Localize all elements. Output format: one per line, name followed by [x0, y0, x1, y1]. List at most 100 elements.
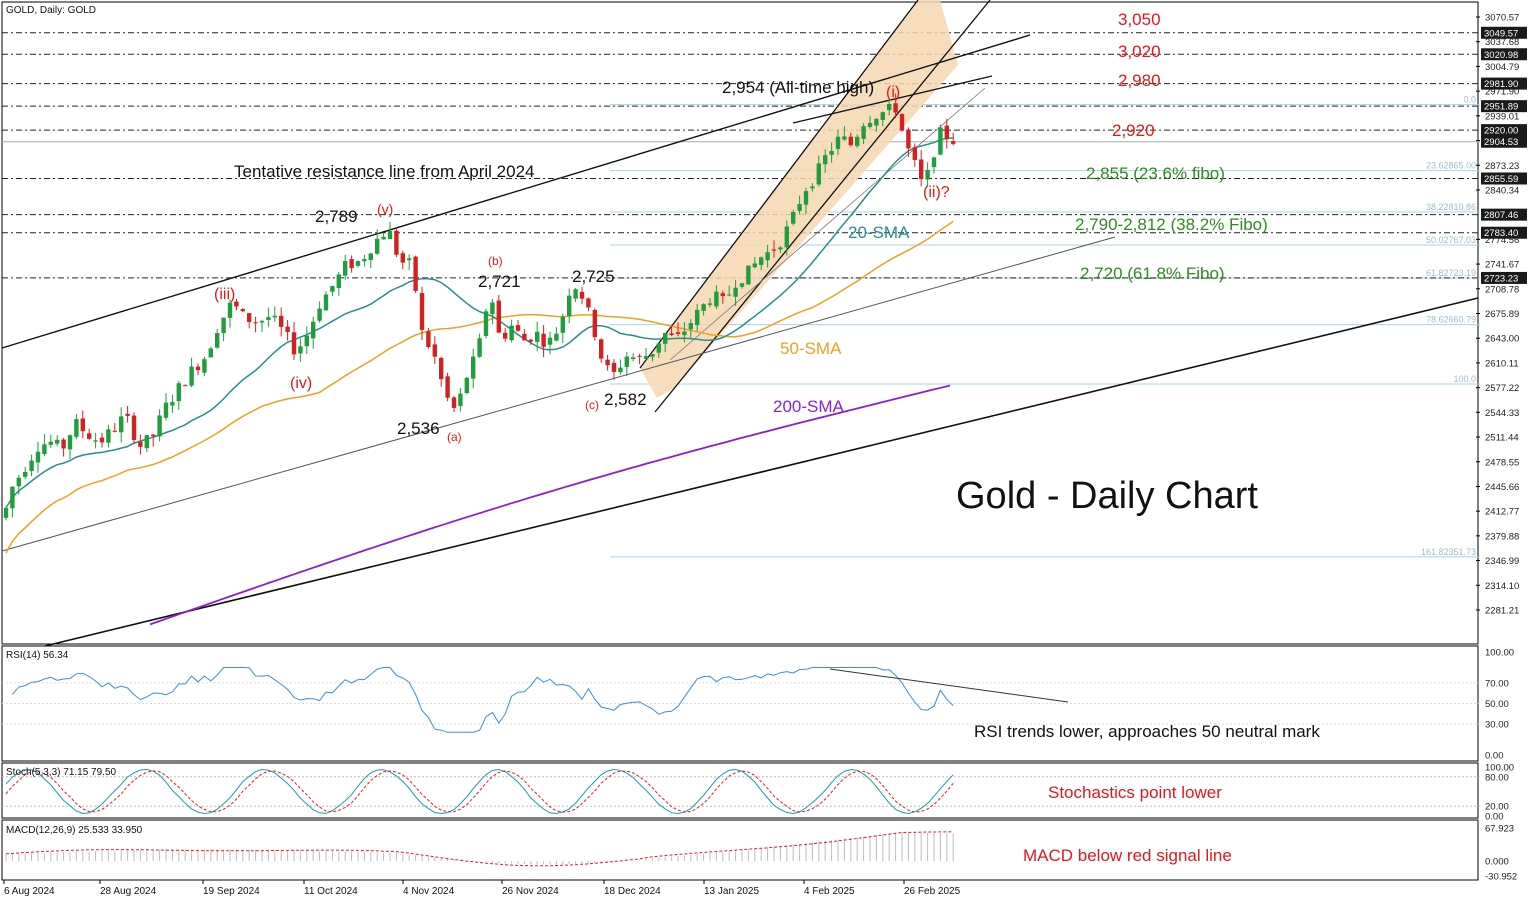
sma50-line	[5, 220, 954, 554]
bearish-candle	[112, 430, 117, 432]
bullish-candle	[867, 122, 873, 128]
fib-level-label: 100.0	[1453, 374, 1476, 384]
bearish-candle	[720, 293, 725, 297]
fib-level-label: 50.02767.03	[1426, 235, 1476, 245]
peak-2789-label: 2,789	[315, 207, 358, 226]
bullish-candle	[471, 356, 476, 379]
bearish-candle	[445, 376, 450, 398]
bearish-candle	[599, 339, 604, 359]
wave-v-label: (v)	[377, 201, 393, 217]
bullish-candle	[490, 302, 495, 314]
bearish-candle	[496, 300, 501, 333]
rsi-label: RSI(14) 56.34	[6, 650, 69, 661]
tentative-resistance-label: Tentative resistance line from April 202…	[234, 162, 535, 181]
bullish-candle	[861, 126, 866, 139]
price-level-box	[1481, 271, 1527, 284]
rsi-axis-label: 50.00	[1485, 699, 1509, 710]
bullish-candle	[29, 460, 34, 471]
bullish-candle	[106, 429, 111, 443]
macd-axis-label: 0.000	[1485, 857, 1509, 868]
bearish-candle	[99, 437, 105, 443]
bullish-candle	[829, 150, 834, 155]
price-axis-label: 2314.10	[1485, 581, 1519, 592]
date-axis-label: 19 Sep 2024	[203, 886, 260, 897]
low-2582-label: 2,582	[604, 390, 647, 409]
sma200-line	[149, 384, 951, 626]
rsi-line	[12, 667, 954, 733]
bearish-candle	[247, 313, 252, 322]
bullish-candle	[23, 471, 28, 477]
bearish-candle	[515, 325, 521, 331]
bearish-candle	[912, 147, 917, 160]
bearish-candle	[413, 256, 418, 291]
bullish-candle	[573, 289, 578, 299]
fib-level-label: 161.82351.73	[1421, 547, 1476, 557]
wave-a-label: (a)	[447, 430, 462, 444]
wave-iii-label: (iii)	[214, 286, 235, 303]
sma20-line	[5, 137, 954, 509]
bullish-candle	[67, 435, 73, 450]
price-axis-label: 3004.79	[1485, 62, 1519, 73]
bullish-candle	[381, 236, 386, 240]
stoch-axis-label: 100.00	[1485, 763, 1514, 774]
price-axis-label: 2939.01	[1485, 111, 1519, 122]
date-axis-label: 6 Aug 2024	[4, 886, 55, 897]
sma50-label: 50-SMA	[780, 339, 842, 358]
fib-382-label: 2,790-2,812 (38.2% Fibo)	[1075, 215, 1268, 234]
chart-header: GOLD, Daily: GOLD	[6, 5, 96, 16]
level-2980-label: 2,980	[1118, 71, 1161, 90]
wave-i-label: (i)	[886, 84, 900, 101]
bearish-candle	[951, 141, 956, 144]
rsi-axis-label: 30.00	[1485, 720, 1509, 731]
price-axis-label: 2840.34	[1485, 185, 1519, 196]
bullish-candle	[535, 331, 540, 343]
bullish-candle	[266, 317, 271, 321]
bullish-candle	[375, 238, 380, 254]
macd-note: MACD below red signal line	[1023, 846, 1232, 865]
bearish-candle	[195, 366, 201, 371]
bearish-candle	[234, 301, 239, 307]
bearish-candle	[605, 359, 610, 366]
rsi-axis-label: 100.00	[1485, 648, 1514, 659]
bearish-candle	[893, 103, 898, 113]
bullish-candle	[259, 320, 265, 323]
bullish-candle	[567, 295, 572, 317]
ath-trend-line	[792, 75, 993, 124]
price-level-box-label: 2920.00	[1484, 126, 1518, 137]
bullish-candle	[765, 252, 770, 261]
price-level-box	[1481, 48, 1527, 61]
bearish-candle	[151, 434, 156, 437]
bullish-candle	[752, 263, 757, 268]
stoch-panel-frame	[1, 762, 1479, 819]
support-line-thin	[1, 236, 1116, 552]
bearish-candle	[285, 326, 290, 332]
main-title: Gold - Daily Chart	[956, 475, 1258, 517]
price-axis-label: 2643.00	[1485, 334, 1519, 345]
bearish-candle	[394, 230, 399, 255]
bearish-candle	[522, 333, 527, 341]
macd-signal-line	[5, 831, 954, 867]
long-term-support-line	[44, 297, 1479, 647]
date-axis-label: 28 Aug 2024	[100, 886, 157, 897]
bullish-candle	[727, 294, 732, 296]
bearish-candle	[669, 333, 674, 335]
price-axis-label: 2610.11	[1485, 358, 1519, 369]
bullish-candle	[810, 186, 815, 189]
stoch-note: Stochastics point lower	[1048, 783, 1222, 802]
bearish-candle	[586, 298, 591, 308]
inner-channel-line	[669, 87, 986, 361]
price-level-box	[1481, 135, 1527, 148]
bullish-candle	[701, 304, 706, 311]
bearish-candle	[349, 259, 354, 269]
bearish-candle	[579, 291, 585, 299]
bullish-candle	[272, 315, 277, 318]
bullish-candle	[688, 323, 693, 330]
bullish-candle	[298, 346, 303, 354]
price-axis-label: 2281.21	[1485, 606, 1519, 617]
bullish-candle	[797, 203, 802, 211]
bullish-candle	[16, 477, 21, 487]
stoch-main-line	[5, 768, 954, 815]
date-axis-label: 18 Dec 2024	[604, 886, 661, 897]
stoch-axis-label: 20.00	[1485, 802, 1509, 813]
